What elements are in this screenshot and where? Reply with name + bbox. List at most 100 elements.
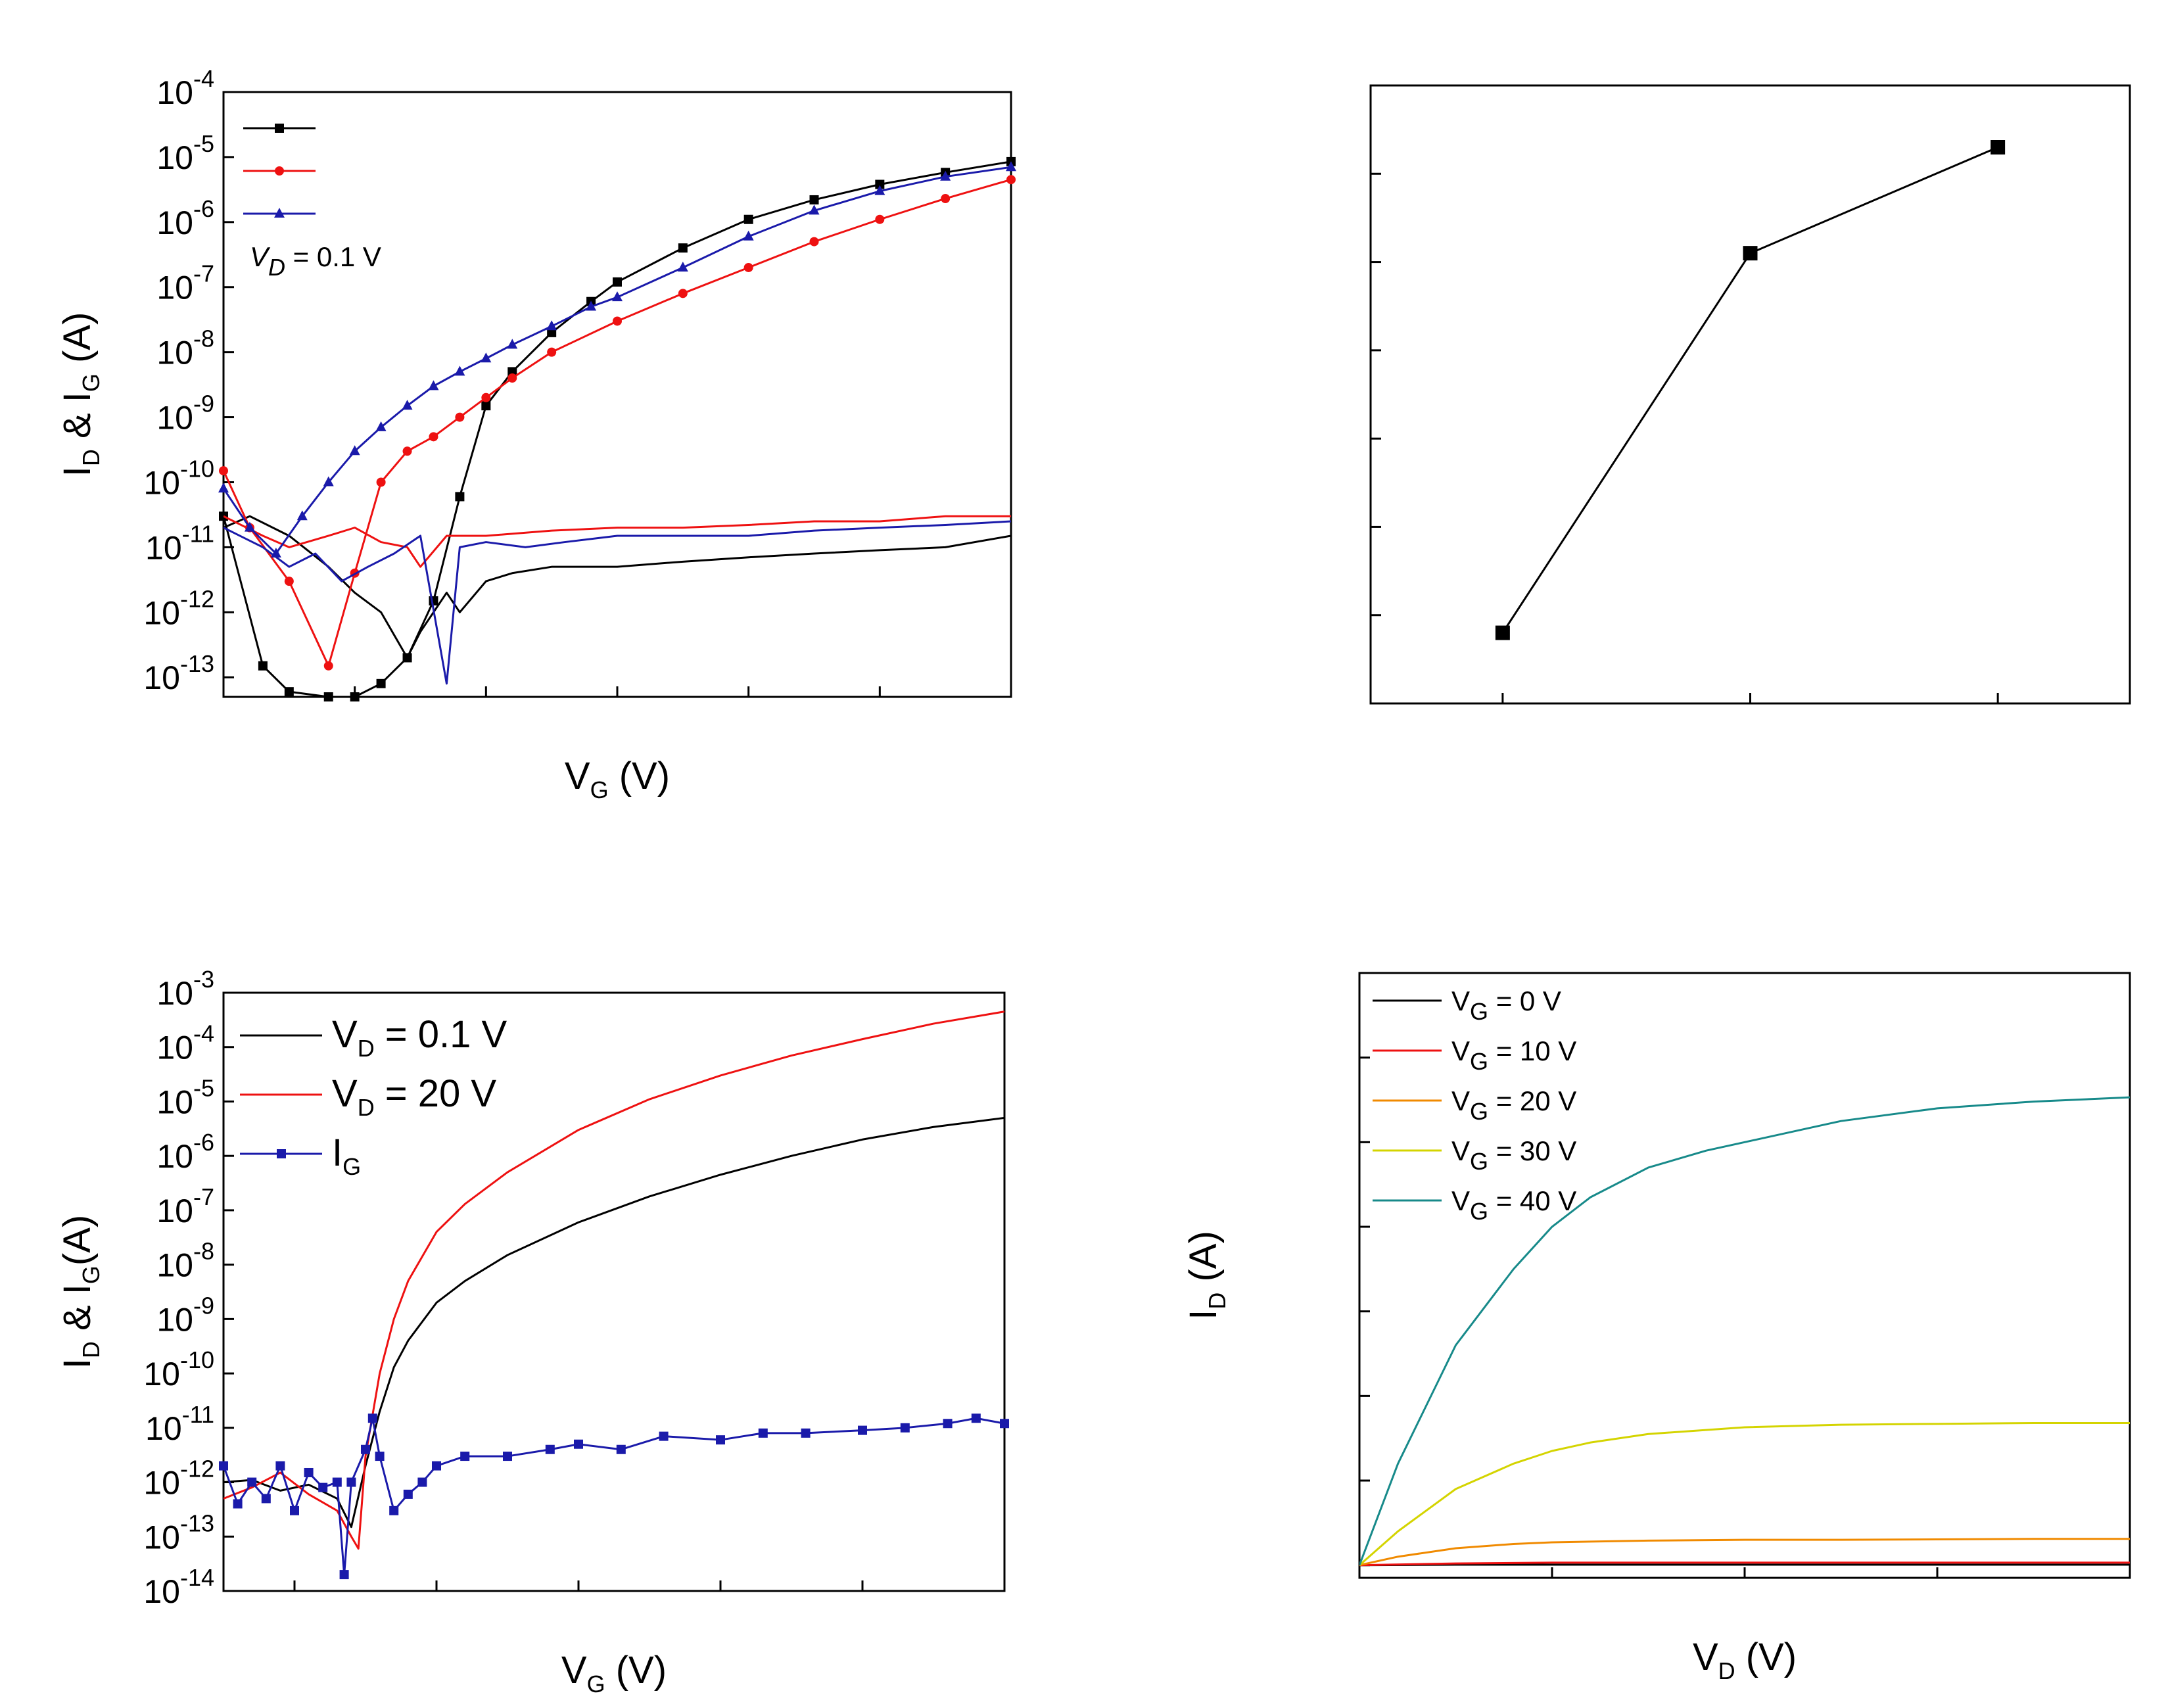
plot-frame-b <box>1369 84 2131 705</box>
pa-drain-1-point-10 <box>507 373 517 383</box>
y-tick-label-c-5-exp: -9 <box>193 1292 214 1319</box>
y-tick-label-c-8-exp: -6 <box>193 1129 214 1156</box>
legend-label-d-2-sub: G <box>1470 1098 1488 1125</box>
pa-drain-1-point-12 <box>613 316 622 326</box>
y-tick-label-c-0: 10-14 <box>143 1564 214 1610</box>
pa-drain-2-point-16 <box>743 230 754 241</box>
y-axis-label-part-d-1: D <box>1204 1293 1231 1310</box>
pa-drain-1-point-7 <box>429 432 438 442</box>
y-axis-label-part-a-1: D <box>78 449 105 466</box>
y-tick-label-c-10: 10-4 <box>156 1020 214 1066</box>
pb-series-0-point-2 <box>1991 140 2006 154</box>
y-tick-label-c-10-base: 10 <box>156 1030 193 1066</box>
pc-series-2-point-24 <box>716 1435 725 1445</box>
y-axis-label-part-c-3: G <box>78 1266 105 1284</box>
y-tick-label-a-6-base: 10 <box>156 270 193 306</box>
legend-label-d-4-sub: G <box>1470 1198 1488 1225</box>
y-axis-label-part-a-2: & I <box>56 392 99 449</box>
pa-drain-0-point-11 <box>547 327 557 337</box>
pa-drain-0-point-13 <box>613 277 622 287</box>
pc-series-2-point-16 <box>417 1477 427 1487</box>
pa-drain-2-point-0 <box>218 483 229 493</box>
pa-drain-1-point-9 <box>481 392 491 402</box>
pc-series-2-point-8 <box>332 1477 342 1487</box>
y-tick-label-c-7-exp: -7 <box>193 1183 214 1210</box>
annotation-rest-a: = 0.1 V <box>285 241 381 272</box>
legend-label-d-4: VG = 40 V <box>1451 1185 1576 1225</box>
legend-label-c-0-main: V <box>332 1013 358 1056</box>
y-tick-label-c-9-base: 10 <box>156 1083 193 1120</box>
y-tick-label-c-5: 10-9 <box>156 1292 214 1338</box>
pa-drain-1-point-8 <box>455 412 465 422</box>
panel-c: 10-1410-1310-1210-1110-1010-910-810-710-… <box>56 966 1009 1697</box>
pa-drain-1-point-14 <box>743 262 753 272</box>
pc-series-2-point-13 <box>375 1452 385 1461</box>
y-tick-label-c-11-base: 10 <box>156 975 193 1012</box>
legend-label-c-1-main: V <box>332 1072 358 1115</box>
pc-series-2-point-21 <box>574 1439 583 1449</box>
y-tick-label-a-0-base: 10 <box>143 659 180 696</box>
pc-series-2-point-15 <box>403 1489 413 1499</box>
y-tick-label-c-8: 10-6 <box>156 1129 214 1175</box>
y-tick-label-a-9-exp: -4 <box>193 65 214 92</box>
annotation-main-a: V <box>250 241 271 272</box>
legend-label-c-1-sub: D <box>358 1094 375 1121</box>
pc-series-2-point-22 <box>616 1444 626 1454</box>
legend-label-c-2-main: I <box>332 1131 342 1174</box>
pc-series-2-line <box>224 1417 1004 1576</box>
pa-drain-1-point-17 <box>941 194 951 204</box>
y-tick-label-a-9: 10-4 <box>156 65 214 111</box>
y-tick-label-a-8: 10-5 <box>156 130 214 176</box>
y-tick-label-a-0-exp: -13 <box>180 650 214 677</box>
pc-series-2-point-17 <box>432 1461 441 1471</box>
pc-series-2-point-26 <box>801 1428 811 1438</box>
y-axis-label-part-c-2: & I <box>56 1284 99 1341</box>
x-axis-label-a-main: V <box>565 755 590 797</box>
y-tick-label-a-4: 10-9 <box>156 391 214 437</box>
pa-drain-0-point-8 <box>455 492 465 502</box>
pd-series-1-line <box>1359 1561 2130 1567</box>
y-axis-label-part-c-1: D <box>78 1341 105 1358</box>
pd-series-4-line <box>1359 1096 2130 1566</box>
pa-gate-2-line <box>224 520 1011 685</box>
y-tick-label-a-1-base: 10 <box>143 594 180 631</box>
pa-drain-1-point-0 <box>219 466 228 476</box>
legend-label-d-4-main: V <box>1451 1185 1470 1216</box>
pa-drain-2-point-8 <box>428 380 439 391</box>
legend-marker-a-1 <box>275 166 284 176</box>
x-axis-label-d: VD (V) <box>1693 1636 1797 1684</box>
pa-drain-1-point-13 <box>678 289 688 298</box>
y-tick-label-c-7: 10-7 <box>156 1183 214 1229</box>
pa-drain-2-point-19 <box>940 170 951 181</box>
pa-drain-1-point-5 <box>376 477 386 487</box>
y-tick-label-c-2-exp: -12 <box>180 1456 214 1483</box>
legend-label-d-0-sub: G <box>1470 998 1488 1025</box>
legend-label-c-2-sub: G <box>342 1153 361 1180</box>
pc-series-2-point-20 <box>545 1444 555 1454</box>
y-tick-label-c-2: 10-12 <box>143 1456 214 1502</box>
y-tick-label-a-0: 10-13 <box>143 650 214 696</box>
pa-drain-2-point-10 <box>481 352 492 363</box>
pc-series-2-point-6 <box>304 1467 314 1477</box>
y-tick-label-a-9-base: 10 <box>156 74 193 111</box>
pa-drain-0-point-15 <box>743 214 753 224</box>
pa-drain-2-point-6 <box>375 421 387 431</box>
y-tick-label-c-6: 10-8 <box>156 1238 214 1284</box>
x-axis-label-d-sub: D <box>1718 1657 1735 1684</box>
y-tick-label-c-1: 10-13 <box>143 1509 214 1555</box>
pa-drain-1-point-15 <box>809 237 819 247</box>
pa-drain-2-point-3 <box>296 510 308 521</box>
x-axis-label-d-rest: (V) <box>1735 1636 1797 1678</box>
legend-label-d-2-main: V <box>1451 1085 1470 1116</box>
y-tick-label-c-4-exp: -10 <box>180 1346 214 1373</box>
legend-label-d-4-rest: = 40 V <box>1488 1185 1576 1216</box>
y-tick-label-c-11: 10-3 <box>156 966 214 1012</box>
y-tick-label-c-6-base: 10 <box>156 1247 193 1284</box>
y-tick-label-c-11-exp: -3 <box>193 966 214 993</box>
pc-series-2-point-14 <box>389 1506 399 1515</box>
pa-drain-2-point-20 <box>1006 161 1016 172</box>
pa-drain-0-point-16 <box>809 195 819 204</box>
y-tick-label-a-2-exp: -11 <box>182 520 214 547</box>
y-tick-label-a-3-base: 10 <box>143 464 180 501</box>
legend-label-d-1-sub: G <box>1470 1048 1488 1075</box>
